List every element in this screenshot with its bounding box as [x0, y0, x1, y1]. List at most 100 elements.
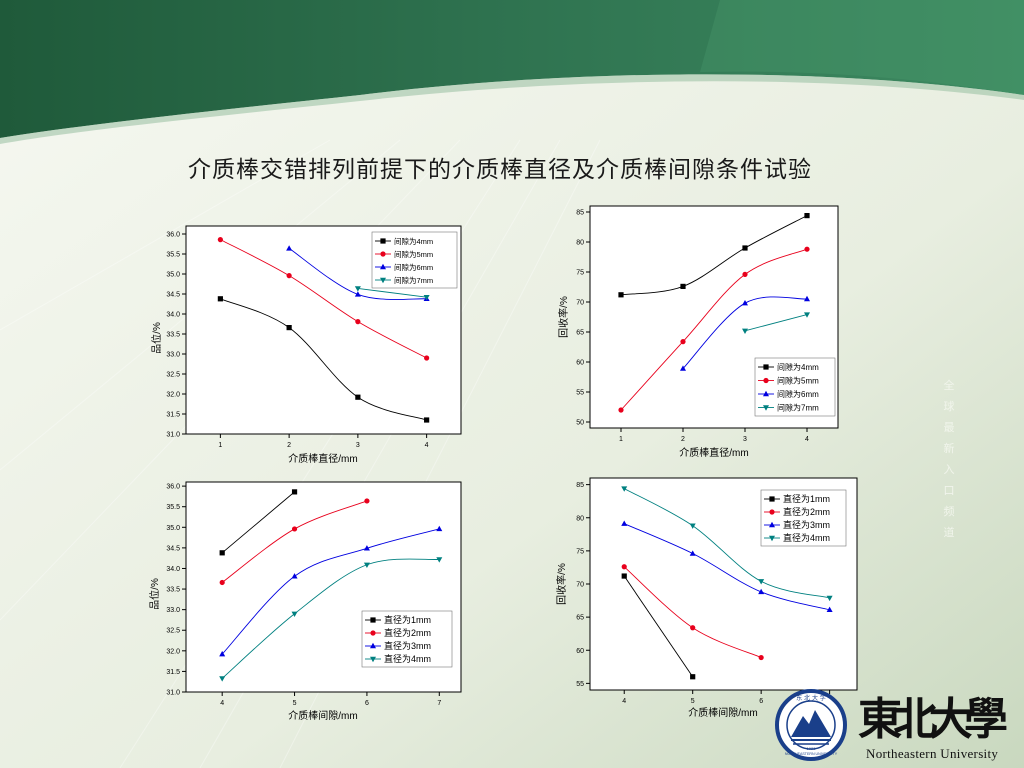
data-point — [219, 550, 225, 556]
legend-label: 直径为1mm — [384, 614, 431, 625]
data-point — [363, 562, 370, 568]
legend-marker — [370, 642, 376, 649]
y-tick-label: 80 — [576, 240, 584, 247]
data-point — [621, 564, 627, 570]
data-point — [689, 550, 696, 556]
y-tick-label: 31.0 — [166, 690, 180, 697]
data-point — [758, 654, 764, 661]
legend-marker — [763, 364, 769, 370]
series-line-2 — [620, 248, 808, 411]
data-point — [286, 273, 292, 279]
legend-label: 间隙为4mm — [777, 362, 819, 372]
series-line-3 — [624, 523, 830, 611]
legend-label: 直径为2mm — [783, 506, 830, 517]
y-axis-label: 品位/% — [150, 322, 163, 354]
y-tick-label: 34.5 — [166, 545, 180, 552]
legend-marker — [769, 521, 775, 528]
x-tick-label: 1 — [619, 436, 623, 443]
data-point — [364, 498, 370, 504]
data-point — [758, 588, 765, 595]
data-point — [217, 296, 223, 302]
data-point — [690, 674, 696, 680]
x-tick-label: 4 — [220, 700, 224, 707]
university-seal: 东 北 大 学 NORTHEASTERN UNIVERSITY 1923 — [775, 689, 847, 761]
y-tick-label: 32.0 — [166, 392, 180, 399]
legend-label: 间隙为5mm — [777, 376, 819, 386]
data-point — [424, 355, 430, 361]
seal-year: 1923 — [807, 746, 817, 751]
y-tick-label: 70 — [576, 300, 584, 307]
x-tick-label: 4 — [425, 442, 429, 449]
data-point — [742, 245, 748, 251]
data-point — [291, 611, 298, 617]
legend-marker — [763, 405, 769, 411]
data-point — [217, 237, 223, 243]
data-point — [355, 394, 361, 400]
data-point — [291, 489, 298, 495]
y-tick-label: 75 — [576, 548, 584, 555]
y-tick-label: 36.0 — [166, 484, 180, 491]
y-tick-label: 33.0 — [166, 352, 180, 359]
y-tick-label: 32.5 — [166, 628, 180, 635]
side-decorative-text: 全 球 最 新 入 口 频 道 — [943, 379, 955, 539]
data-point — [621, 573, 627, 579]
series-line-4 — [221, 558, 440, 679]
y-tick-label: 31.0 — [166, 432, 180, 439]
data-point — [680, 365, 686, 371]
chart-grade-vs-gap: 31.0 31.5 32.0 32.5 33.0 33.5 34.0 34.5 35.0 35.5… — [148, 481, 462, 722]
chart-recovery-vs-gap: 556065707580854567直径为1mm直径为2mm直径为3mm直径为4… — [555, 477, 858, 719]
x-tick-label: 3 — [743, 436, 747, 443]
x-tick-label: 4 — [622, 698, 626, 705]
data-point — [758, 579, 765, 585]
y-tick-label: 35.0 — [166, 525, 180, 532]
y-tick-label: 34.0 — [166, 312, 180, 319]
legend-marker — [370, 617, 376, 623]
legend-marker — [380, 251, 386, 257]
series-line-1 — [623, 575, 694, 678]
legend-marker — [380, 277, 386, 284]
data-point — [804, 246, 810, 252]
legend-label: 直径为2mm — [384, 627, 431, 638]
chart-grade-vs-diameter: 31.0 31.5 32.0 32.5 33.0 33.5 34.0 34.5 35.0 35.5… — [150, 225, 462, 465]
legend-label: 间隙为4mm — [394, 236, 433, 246]
data-point — [680, 283, 686, 289]
series-line-1 — [220, 298, 427, 421]
data-point — [618, 292, 624, 298]
data-point — [804, 312, 810, 318]
series-line-3 — [221, 528, 440, 655]
x-tick-label: 6 — [759, 698, 763, 705]
x-tick-label: 1 — [218, 442, 222, 449]
y-tick-label: 55 — [576, 681, 584, 688]
seal-ring-text: NORTHEASTERN UNIVERSITY — [785, 752, 838, 756]
legend-label: 间隙为6mm — [394, 262, 433, 272]
legend-marker — [769, 509, 775, 515]
x-tick-label: 3 — [356, 442, 360, 449]
y-tick-label: 36.0 — [166, 232, 180, 239]
legend-marker — [380, 263, 386, 270]
data-point — [286, 245, 293, 251]
y-tick-label: 34.5 — [166, 292, 180, 299]
legend-label: 间隙为7mm — [777, 403, 819, 413]
data-point — [742, 328, 748, 334]
data-point — [621, 486, 628, 492]
y-tick-label: 60 — [576, 360, 584, 367]
data-point — [219, 650, 226, 657]
data-point — [219, 676, 226, 682]
data-point — [618, 407, 624, 413]
data-point — [826, 595, 833, 602]
x-tick-label: 7 — [437, 700, 441, 707]
series-line-4 — [624, 488, 830, 599]
data-point — [436, 525, 443, 532]
y-tick-label: 35.5 — [166, 504, 180, 511]
y-tick-label: 80 — [576, 515, 584, 522]
legend-marker — [763, 390, 769, 397]
y-tick-label: 33.5 — [166, 332, 180, 339]
data-point — [354, 286, 361, 292]
x-tick-label: 5 — [293, 700, 297, 707]
y-tick-label: 65 — [576, 615, 584, 622]
data-point — [363, 545, 370, 551]
data-point — [355, 319, 361, 325]
legend-label: 直径为1mm — [783, 493, 830, 504]
data-point — [689, 523, 696, 529]
y-tick-label: 34.0 — [166, 566, 180, 573]
